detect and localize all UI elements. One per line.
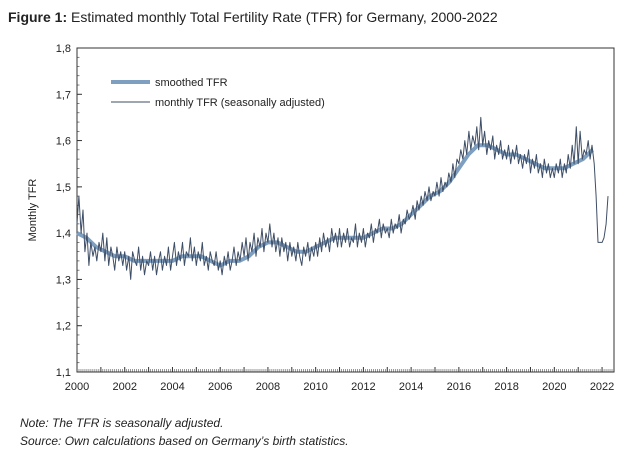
x-tick-label: 2016 (447, 381, 471, 393)
x-tick-label: 2008 (256, 381, 280, 393)
y-tick-label: 1,7 (56, 89, 71, 101)
x-tick-label: 2014 (399, 381, 423, 393)
figure-title: Figure 1: Estimated monthly Total Fertil… (8, 9, 498, 25)
y-tick-label: 1,8 (56, 43, 71, 55)
y-tick-label: 1,1 (56, 367, 71, 379)
legend-label-smoothed: smoothed TFR (155, 77, 228, 89)
x-tick-label: 2010 (303, 381, 327, 393)
x-tick-label: 2000 (65, 381, 89, 393)
x-tick-label: 2022 (590, 381, 614, 393)
figure-label: Figure 1: (8, 9, 68, 25)
series-monthly-tfr (76, 116, 609, 280)
x-tick-label: 2020 (542, 381, 566, 393)
legend-label-monthly: monthly TFR (seasonally adjusted) (155, 97, 325, 109)
y-tick-label: 1,2 (56, 321, 71, 333)
tfr-line-chart: 1,1 1,2 1,3 1,4 1,5 1,6 1,7 1,8 2000 2002 2004 2006… (27, 43, 615, 393)
y-tick-label: 1,3 (56, 274, 71, 286)
y-tick-label: 1,5 (56, 182, 71, 194)
y-axis-label: Monthly TFR (27, 179, 39, 242)
x-tick-label: 2012 (351, 381, 375, 393)
y-tick-label: 1,6 (56, 136, 71, 148)
x-tick-label: 2018 (494, 381, 518, 393)
x-tick-label: 2002 (112, 381, 136, 393)
figure-title-text: Estimated monthly Total Fertility Rate (… (71, 9, 498, 25)
y-tick-label: 1,4 (56, 228, 71, 240)
x-tick-label: 2006 (208, 381, 232, 393)
figure-source: Source: Own calculations based on German… (20, 434, 349, 448)
x-tick-label: 2004 (160, 381, 184, 393)
series-smoothed-tfr (76, 143, 594, 268)
figure-note: Note: The TFR is seasonally adjusted. (20, 416, 224, 430)
